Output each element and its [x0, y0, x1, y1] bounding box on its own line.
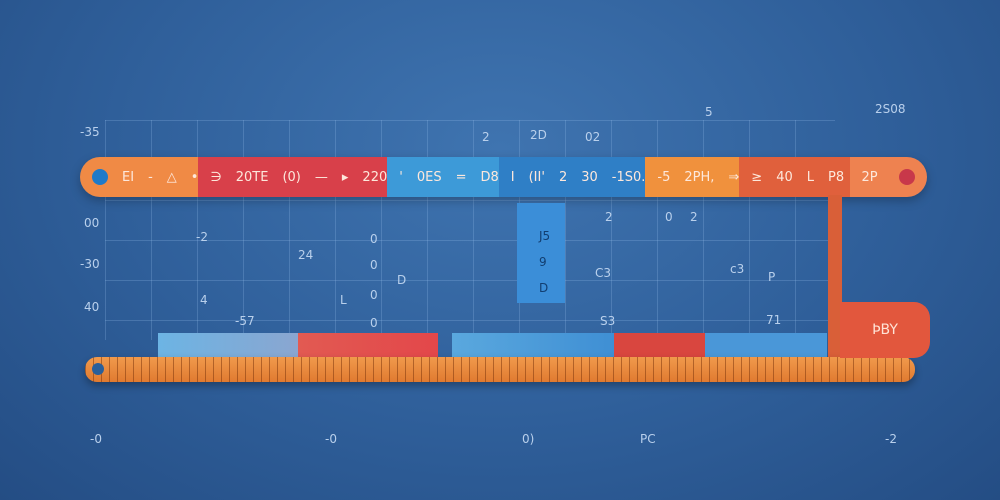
axis-label: -35: [80, 125, 100, 139]
grid-label: 0: [370, 316, 378, 330]
bar-segment: I (II' 2 30 -1S0.: [498, 157, 646, 197]
vertical-marker: [828, 195, 842, 357]
top-label: 2: [482, 130, 490, 144]
bar-label: 40: [776, 169, 793, 185]
grid-label: 4: [200, 293, 208, 307]
top-segmented-bar: EI - △ • ∋ 20TE (0) — ▸ 220 ' 0ES = D8 I (II' 2 30 -1S0. -5…: [80, 157, 927, 197]
bar-label: ⇒: [728, 169, 740, 185]
grid-label: -57: [235, 314, 255, 328]
bar-label: 2: [558, 169, 568, 185]
bar-segment: ∋ 20TE (0) — ▸ 220: [198, 157, 388, 197]
bar-label: ': [399, 169, 403, 185]
right-dot-icon: [899, 169, 915, 185]
grid-label: 0: [370, 258, 378, 272]
panel-label: D: [539, 281, 549, 295]
bar-label: 30: [581, 169, 598, 185]
blue-red-strip: [452, 333, 827, 357]
bottom-label: -0: [90, 432, 102, 446]
bar-label: ▸: [341, 169, 349, 185]
side-tag: ÞBY: [840, 302, 930, 358]
axis-label: 00: [84, 216, 100, 230]
bar-segment: 2P: [849, 157, 927, 197]
bar-label: 0ES: [416, 169, 442, 185]
bar-label: (0): [282, 169, 301, 185]
bar-label: P8: [828, 169, 845, 185]
bar-label: L: [806, 169, 814, 185]
grid-label: S3: [600, 314, 616, 328]
top-label: 2S08: [875, 102, 906, 116]
bar-label: —: [314, 169, 328, 185]
grid-label: P: [768, 270, 776, 284]
bar-label: 2P: [861, 169, 878, 185]
grid-label: D: [397, 273, 407, 287]
panel-label: J5: [539, 229, 551, 243]
bottom-ruler: [85, 357, 915, 382]
background-grid: [105, 120, 835, 340]
grid-label: L: [340, 293, 347, 307]
bar-label: 2PH,: [684, 169, 715, 185]
bottom-label: 0): [522, 432, 535, 446]
bar-segment: -5 2PH, ⇒: [645, 157, 740, 197]
bar-label: D8: [480, 169, 499, 185]
grid-label: 2: [605, 210, 613, 224]
bar-label: (II': [528, 169, 545, 185]
bar-segment: ≥40 L P8: [739, 157, 850, 197]
grid-label: 24: [298, 248, 314, 262]
grid-label: c3: [730, 262, 745, 276]
top-label: 5: [705, 105, 713, 119]
bar-label: =: [455, 169, 467, 185]
bar-segment: ' 0ES = D8: [387, 157, 499, 197]
grid-label: C3: [595, 266, 612, 280]
bar-label: ∋: [210, 169, 222, 185]
bar-segment: EI - △ •: [80, 157, 199, 197]
bar-label: •: [190, 169, 199, 185]
blue-red-strip: [158, 333, 438, 357]
top-label: 02: [585, 130, 601, 144]
grid-label: 71: [766, 313, 782, 327]
bottom-label: -2: [885, 432, 897, 446]
blue-panel: J5 9 D: [517, 203, 565, 303]
panel-label: 9: [539, 255, 547, 269]
grid-label: -2: [196, 230, 208, 244]
grid-label: 0: [370, 232, 378, 246]
top-label: 2D: [530, 128, 547, 142]
grid-label: 2: [690, 210, 698, 224]
bar-label: △: [166, 169, 177, 185]
bar-label: EI: [122, 169, 135, 185]
grid-label: 0: [370, 288, 378, 302]
bar-label: 220: [362, 169, 388, 185]
bottom-label: -0: [325, 432, 337, 446]
axis-label: -30: [80, 257, 100, 271]
grid-label: 0: [665, 210, 673, 224]
left-dot-icon: [92, 169, 108, 185]
ruler-hole-icon: [92, 363, 104, 375]
bar-label: 20TE: [235, 169, 269, 185]
axis-label: 40: [84, 300, 100, 314]
bar-label: I: [510, 169, 515, 185]
bottom-label: PC: [640, 432, 656, 446]
bar-label: ≥: [751, 169, 763, 185]
bar-label: -: [148, 169, 153, 185]
bar-label: -1S0.: [611, 169, 646, 185]
bar-label: -5: [657, 169, 671, 185]
